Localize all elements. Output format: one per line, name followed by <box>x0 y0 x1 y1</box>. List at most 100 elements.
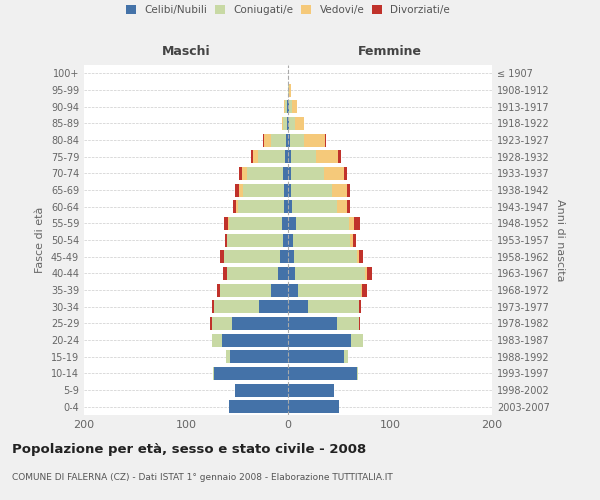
Bar <box>288 167 291 180</box>
Legend: Celibi/Nubili, Coniugati/e, Vedovi/e, Divorziati/e: Celibi/Nubili, Coniugati/e, Vedovi/e, Di… <box>126 5 450 15</box>
Bar <box>288 400 339 413</box>
Bar <box>337 200 347 213</box>
Bar <box>247 167 283 180</box>
Bar <box>362 284 367 296</box>
Bar <box>295 117 304 130</box>
Bar <box>288 184 291 196</box>
Bar <box>344 350 348 363</box>
Bar <box>230 350 288 363</box>
Bar <box>259 300 288 313</box>
Bar <box>288 200 292 213</box>
Bar <box>288 350 344 363</box>
Bar <box>347 200 350 213</box>
Bar <box>223 267 227 280</box>
Bar <box>239 167 242 180</box>
Bar <box>337 317 359 330</box>
Bar <box>332 184 347 196</box>
Bar <box>284 100 285 113</box>
Bar <box>285 100 287 113</box>
Text: Femmine: Femmine <box>358 46 422 59</box>
Bar <box>227 234 283 246</box>
Bar <box>220 284 271 296</box>
Bar <box>288 284 298 296</box>
Bar <box>212 300 214 313</box>
Bar <box>282 117 283 130</box>
Bar <box>259 150 285 163</box>
Bar <box>359 300 361 313</box>
Bar <box>291 184 332 196</box>
Bar <box>227 267 278 280</box>
Bar <box>212 317 232 330</box>
Bar <box>288 217 296 230</box>
Bar <box>367 267 371 280</box>
Bar <box>214 300 259 313</box>
Bar <box>349 217 355 230</box>
Text: COMUNE DI FALERNA (CZ) - Dati ISTAT 1° gennaio 2008 - Elaborazione TUTTITALIA.IT: COMUNE DI FALERNA (CZ) - Dati ISTAT 1° g… <box>12 472 393 482</box>
Bar <box>344 167 347 180</box>
Bar <box>225 234 227 246</box>
Bar <box>226 350 230 363</box>
Bar <box>224 250 280 263</box>
Bar <box>361 284 362 296</box>
Text: Maschi: Maschi <box>161 46 211 59</box>
Bar <box>287 117 288 130</box>
Bar <box>298 284 361 296</box>
Bar <box>232 317 288 330</box>
Bar <box>211 317 212 330</box>
Bar <box>290 134 304 146</box>
Bar <box>324 167 344 180</box>
Bar <box>284 200 288 213</box>
Bar <box>289 117 295 130</box>
Bar <box>288 234 293 246</box>
Bar <box>285 150 288 163</box>
Bar <box>253 150 259 163</box>
Bar <box>224 217 228 230</box>
Bar <box>288 150 291 163</box>
Bar <box>239 184 243 196</box>
Bar <box>283 117 287 130</box>
Bar <box>236 200 238 213</box>
Bar <box>289 100 292 113</box>
Bar <box>228 217 229 230</box>
Bar <box>229 400 288 413</box>
Bar <box>229 217 282 230</box>
Bar <box>347 184 350 196</box>
Bar <box>235 184 239 196</box>
Bar <box>243 184 284 196</box>
Bar <box>288 100 289 113</box>
Bar <box>286 134 288 146</box>
Bar <box>235 384 288 396</box>
Bar <box>304 134 325 146</box>
Bar <box>283 167 288 180</box>
Bar <box>325 134 326 146</box>
Bar <box>350 234 353 246</box>
Bar <box>212 334 222 346</box>
Y-axis label: Fasce di età: Fasce di età <box>35 207 45 273</box>
Bar <box>288 367 358 380</box>
Bar <box>294 250 358 263</box>
Bar <box>222 334 288 346</box>
Bar <box>233 200 236 213</box>
Bar <box>288 134 290 146</box>
Bar <box>293 234 350 246</box>
Bar <box>288 384 334 396</box>
Bar <box>217 284 220 296</box>
Bar <box>289 84 291 96</box>
Bar <box>288 300 308 313</box>
Bar <box>282 217 288 230</box>
Bar <box>295 267 365 280</box>
Bar <box>351 334 364 346</box>
Bar <box>365 267 367 280</box>
Bar <box>296 217 349 230</box>
Bar <box>316 150 338 163</box>
Bar <box>271 134 286 146</box>
Bar <box>271 284 288 296</box>
Bar <box>288 317 337 330</box>
Text: Popolazione per età, sesso e stato civile - 2008: Popolazione per età, sesso e stato civil… <box>12 442 366 456</box>
Bar <box>214 367 288 380</box>
Bar <box>358 250 359 263</box>
Bar <box>308 300 359 313</box>
Bar <box>355 217 361 230</box>
Bar <box>212 367 214 380</box>
Bar <box>338 150 341 163</box>
